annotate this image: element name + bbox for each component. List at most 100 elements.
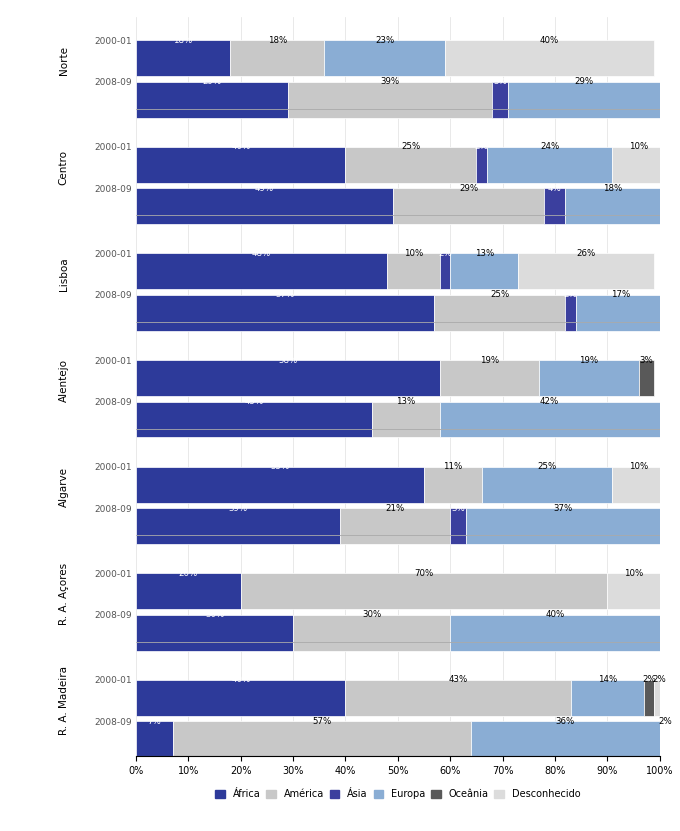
Bar (136, 509, 340, 544)
Bar (293, 615, 450, 651)
Text: 25%: 25% (490, 291, 509, 299)
Bar (607, 573, 660, 609)
Text: 48%: 48% (252, 249, 271, 258)
Text: 40%: 40% (231, 142, 250, 151)
Text: 3%: 3% (451, 504, 465, 513)
Bar (481, 467, 613, 503)
Text: 30%: 30% (362, 610, 381, 619)
Text: 42%: 42% (540, 397, 559, 406)
Text: 13%: 13% (475, 249, 494, 258)
Text: 17%: 17% (611, 291, 630, 299)
Bar (644, 680, 654, 715)
Text: 14%: 14% (598, 676, 617, 685)
Bar (388, 253, 440, 289)
Text: 29%: 29% (459, 184, 478, 193)
Text: 70%: 70% (414, 568, 434, 578)
Bar (324, 40, 445, 76)
Bar (136, 573, 241, 609)
Text: 26%: 26% (577, 249, 596, 258)
Bar (440, 360, 539, 396)
Bar (392, 189, 545, 224)
Bar (440, 401, 660, 437)
Text: 45%: 45% (244, 397, 263, 406)
Bar (450, 509, 466, 544)
Bar (639, 360, 654, 396)
Text: 40%: 40% (231, 676, 250, 685)
Bar (371, 401, 440, 437)
Text: 30%: 30% (205, 610, 224, 619)
Bar (136, 147, 345, 183)
Bar (466, 509, 660, 544)
Bar (613, 467, 665, 503)
Text: 13%: 13% (396, 397, 415, 406)
Bar (136, 721, 173, 757)
Text: 49%: 49% (255, 184, 274, 193)
Bar (345, 147, 476, 183)
Bar (613, 147, 665, 183)
Text: 2%: 2% (642, 676, 656, 685)
Bar (471, 721, 660, 757)
Text: Norte: Norte (58, 47, 69, 76)
Bar (136, 401, 371, 437)
Text: 24%: 24% (540, 142, 559, 151)
Text: 29%: 29% (203, 77, 222, 86)
Bar (654, 680, 665, 715)
Text: 23%: 23% (375, 36, 394, 45)
Text: 11%: 11% (443, 462, 462, 471)
Bar (571, 680, 644, 715)
Bar (450, 253, 518, 289)
Text: 19%: 19% (579, 356, 598, 365)
Bar (435, 295, 565, 331)
Bar (545, 189, 565, 224)
Text: 21%: 21% (386, 504, 405, 513)
Text: 25%: 25% (401, 142, 420, 151)
Text: 40%: 40% (540, 36, 559, 45)
Text: 20%: 20% (179, 568, 198, 578)
Bar (508, 81, 660, 118)
Bar (424, 467, 481, 503)
Text: 25%: 25% (537, 462, 557, 471)
Text: 18%: 18% (173, 36, 192, 45)
Bar (539, 360, 639, 396)
Bar (136, 295, 435, 331)
Bar (518, 253, 654, 289)
Bar (660, 721, 670, 757)
Text: 57%: 57% (275, 291, 295, 299)
Text: 2%: 2% (564, 291, 577, 299)
Text: Algarve: Algarve (58, 467, 69, 508)
Bar (241, 573, 607, 609)
Text: Lisboa: Lisboa (58, 258, 69, 291)
Bar (136, 253, 388, 289)
Text: 2%: 2% (653, 676, 666, 685)
Bar (173, 721, 471, 757)
Text: 18%: 18% (268, 36, 287, 45)
Bar (345, 680, 571, 715)
Text: R. A. Madeira: R. A. Madeira (58, 666, 69, 735)
Bar (136, 189, 392, 224)
Bar (565, 295, 576, 331)
Text: 3%: 3% (640, 356, 653, 365)
Bar (136, 615, 293, 651)
Text: 19%: 19% (480, 356, 499, 365)
Bar (440, 253, 450, 289)
Text: 7%: 7% (148, 717, 161, 726)
Text: 2%: 2% (438, 249, 452, 258)
Text: 39%: 39% (228, 504, 248, 513)
Text: 10%: 10% (629, 142, 648, 151)
Bar (231, 40, 324, 76)
Bar (576, 295, 665, 331)
Text: Alentejo: Alentejo (58, 359, 69, 402)
Text: 36%: 36% (556, 717, 575, 726)
Text: Centro: Centro (58, 150, 69, 185)
Bar (340, 509, 450, 544)
Text: 37%: 37% (553, 504, 573, 513)
Text: 29%: 29% (574, 77, 593, 86)
Text: 2%: 2% (475, 142, 488, 151)
Text: 58%: 58% (278, 356, 297, 365)
Text: 3%: 3% (493, 77, 507, 86)
Text: 18%: 18% (603, 184, 622, 193)
Bar (565, 189, 660, 224)
Text: 10%: 10% (404, 249, 423, 258)
Bar (136, 360, 440, 396)
Text: 4%: 4% (548, 184, 562, 193)
